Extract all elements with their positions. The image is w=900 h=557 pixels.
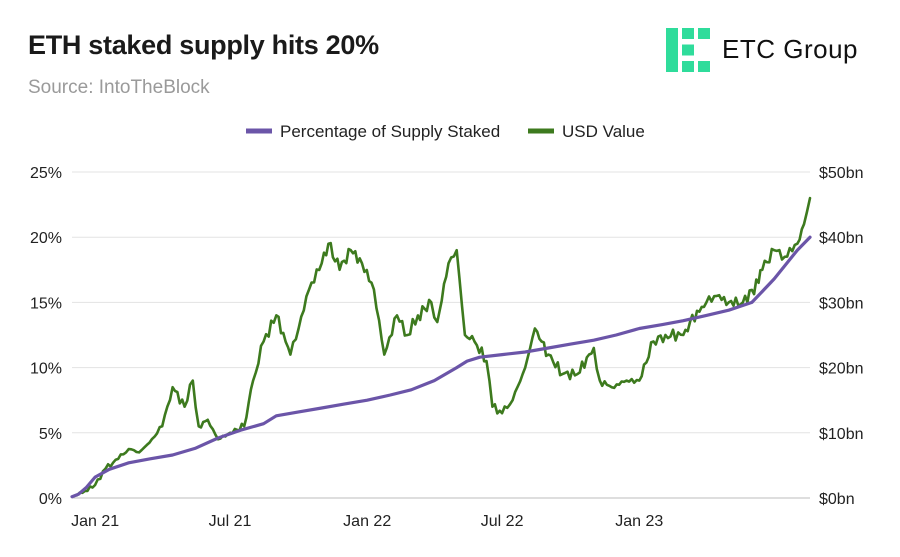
y-right-tick-label: $20bn bbox=[819, 361, 864, 378]
etc-logo-icon bbox=[666, 28, 710, 72]
legend: Percentage of Supply Staked USD Value bbox=[246, 122, 645, 141]
x-tick-label: Jan 23 bbox=[615, 513, 663, 530]
series-line-supply-staked bbox=[70, 235, 812, 499]
x-tick-label: Jul 22 bbox=[481, 513, 524, 530]
x-axis-ticks: Jan 21 Jul 21 Jan 22 Jul 22 Jan 23 bbox=[71, 513, 663, 530]
y-right-tick-label: $50bn bbox=[819, 165, 864, 182]
right-axis-ticks: $0bn $10bn $20bn $30bn $40bn $50bn bbox=[819, 165, 864, 508]
y-left-tick-label: 25% bbox=[30, 165, 62, 182]
y-left-tick-label: 0% bbox=[39, 491, 62, 508]
y-left-tick-label: 10% bbox=[30, 361, 62, 378]
legend-label-supply: Percentage of Supply Staked bbox=[280, 122, 500, 141]
y-left-tick-label: 20% bbox=[30, 230, 62, 247]
x-tick-label: Jan 21 bbox=[71, 513, 119, 530]
y-right-tick-label: $30bn bbox=[819, 295, 864, 312]
source-note: Source: IntoTheBlock bbox=[28, 77, 210, 98]
y-left-tick-label: 15% bbox=[30, 295, 62, 312]
page-title: ETH staked supply hits 20% bbox=[28, 30, 379, 60]
left-axis-ticks: 0% 5% 10% 15% 20% 25% bbox=[30, 165, 62, 508]
y-left-tick-label: 5% bbox=[39, 426, 62, 443]
y-right-tick-label: $10bn bbox=[819, 426, 864, 443]
x-tick-label: Jan 22 bbox=[343, 513, 391, 530]
legend-label-usd: USD Value bbox=[562, 122, 645, 141]
logo-text: ETC Group bbox=[722, 34, 858, 64]
y-right-tick-label: $0bn bbox=[819, 491, 855, 508]
etc-group-logo: ETC Group bbox=[664, 26, 874, 74]
x-tick-label: Jul 21 bbox=[209, 513, 252, 530]
series-layer bbox=[70, 196, 812, 499]
y-right-tick-label: $40bn bbox=[819, 230, 864, 247]
grid-lines bbox=[72, 171, 810, 499]
